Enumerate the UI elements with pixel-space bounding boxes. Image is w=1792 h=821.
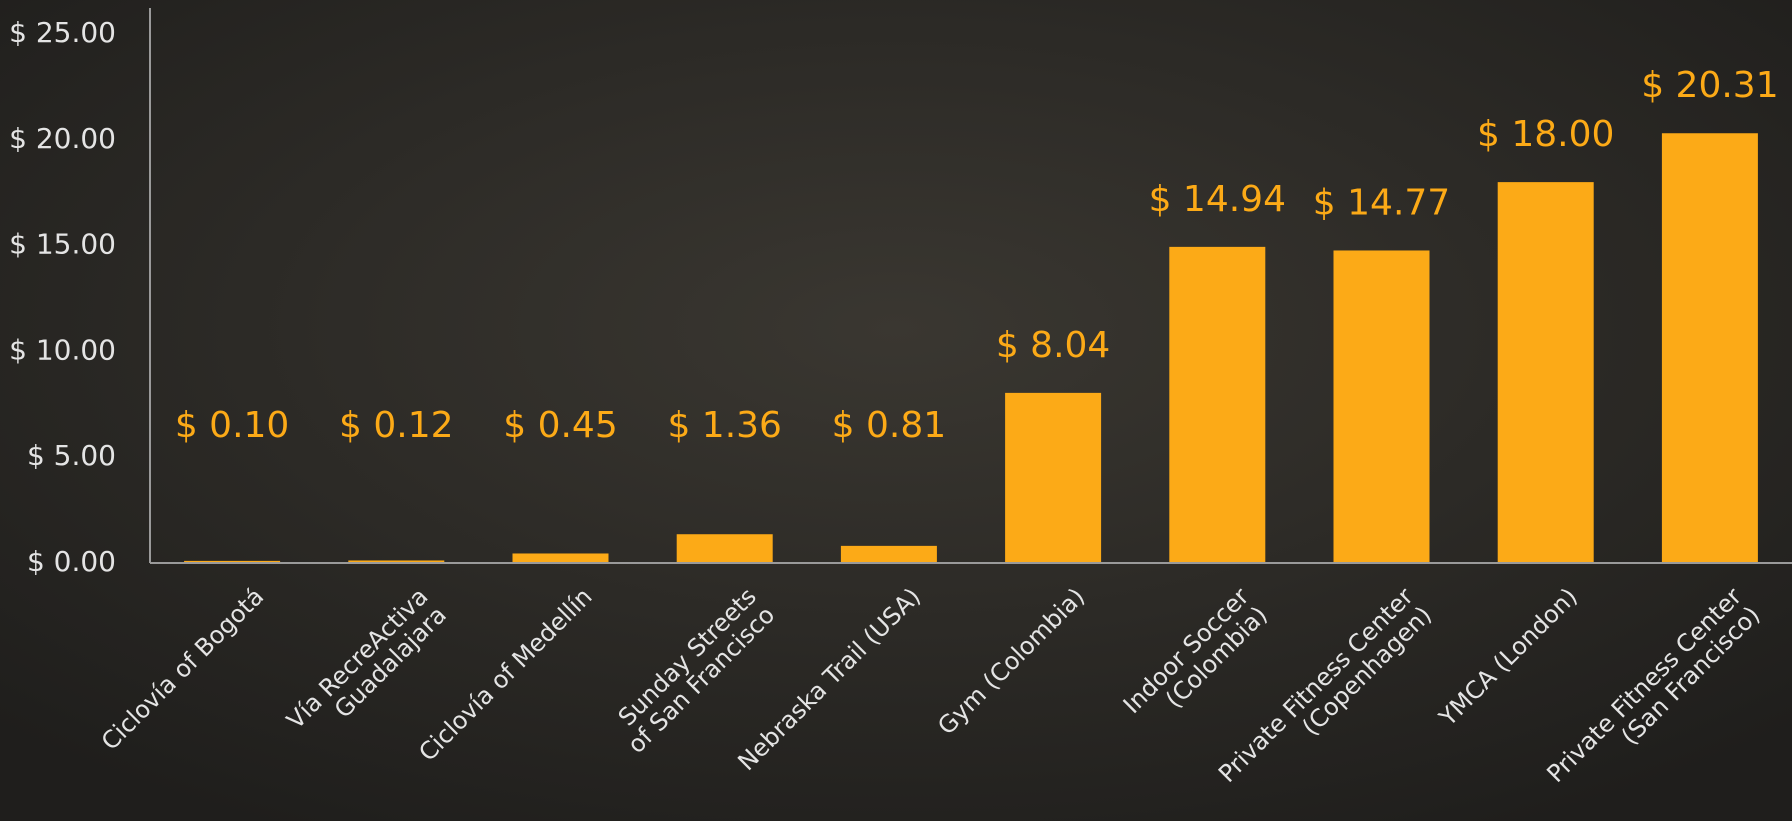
value-label: $ 20.31 [1641, 65, 1778, 106]
bar [1169, 246, 1266, 563]
value-label: $ 8.04 [996, 325, 1111, 366]
bar [512, 553, 609, 563]
bar [1661, 133, 1758, 563]
y-tick-label: $ 15.00 [9, 228, 116, 261]
value-label: $ 14.94 [1149, 179, 1286, 220]
value-label: $ 0.10 [175, 405, 290, 446]
y-tick-label: $ 10.00 [9, 333, 116, 366]
value-label: $ 0.45 [503, 405, 618, 446]
value-label: $ 18.00 [1477, 114, 1614, 155]
value-label: $ 0.12 [339, 405, 454, 446]
bar [1005, 392, 1102, 563]
value-label: $ 1.36 [667, 405, 782, 446]
value-label: $ 0.81 [832, 405, 947, 446]
y-tick-label: $ 25.00 [9, 16, 116, 49]
y-tick-label: $ 5.00 [27, 439, 116, 472]
value-label: $ 14.77 [1313, 182, 1450, 223]
bar [1333, 250, 1430, 563]
bar [348, 560, 445, 563]
bar [840, 545, 937, 563]
bar [184, 560, 281, 563]
bar [1497, 182, 1594, 563]
y-tick-label: $ 0.00 [27, 545, 116, 578]
y-tick-label: $ 20.00 [9, 122, 116, 155]
bar [676, 534, 773, 563]
